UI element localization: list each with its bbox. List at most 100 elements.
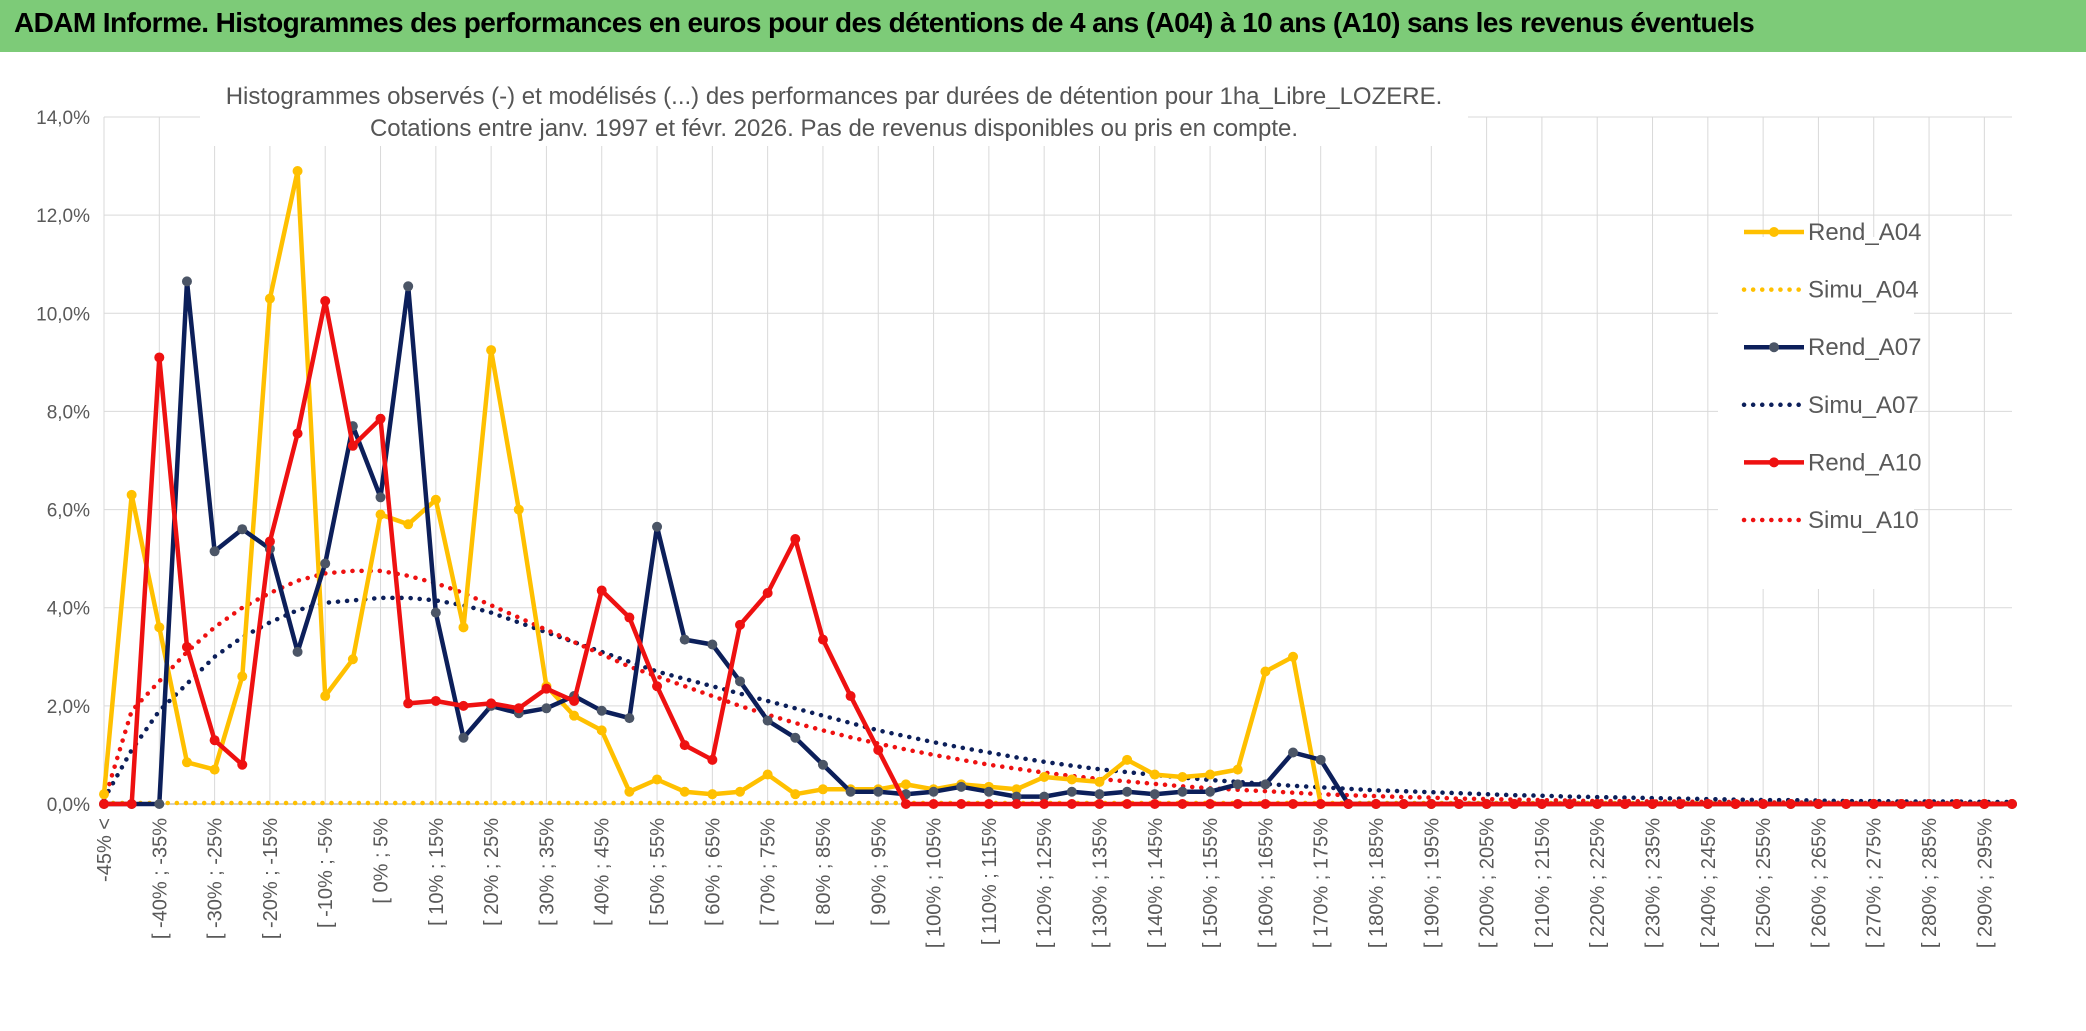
data-point-rend-a04 <box>735 786 745 797</box>
data-point-rend-a04 <box>1205 769 1216 780</box>
data-point-rend-a04 <box>1149 769 1160 780</box>
data-point-rend-a04 <box>596 725 607 736</box>
data-point-rend-a10 <box>873 745 884 756</box>
data-point-rend-a07 <box>596 705 607 716</box>
data-point-rend-a04 <box>458 622 469 633</box>
data-point-rend-a10 <box>1619 799 1630 809</box>
data-point-rend-a04 <box>486 345 497 356</box>
data-point-rend-a10 <box>707 754 718 765</box>
x-tick-label: [ 60% ; 65% <box>702 818 724 926</box>
data-point-rend-a10 <box>1177 799 1188 809</box>
data-point-rend-a10 <box>900 799 911 809</box>
data-point-rend-a10 <box>1066 799 1077 809</box>
legend-marker <box>1769 227 1779 237</box>
x-tick-label: [ 50% ; 55% <box>647 818 669 926</box>
data-point-rend-a10 <box>1039 799 1050 809</box>
data-point-rend-a07 <box>181 276 192 287</box>
data-point-rend-a07 <box>707 639 718 650</box>
x-tick-label: [ 0% ; 5% <box>371 818 393 904</box>
data-point-rend-a04 <box>1232 764 1243 775</box>
x-tick-label: [ -20% ; -15% <box>260 818 282 939</box>
data-point-rend-a07 <box>1149 789 1160 800</box>
data-point-rend-a10 <box>541 683 552 694</box>
data-point-rend-a10 <box>652 681 663 692</box>
x-tick-label: [ 30% ; 35% <box>536 818 558 926</box>
data-point-rend-a10 <box>1149 799 1160 809</box>
data-point-rend-a04 <box>99 789 109 800</box>
data-point-rend-a07 <box>790 732 801 743</box>
chart-subtitle: Cotations entre janv. 1997 et févr. 2026… <box>370 115 1298 142</box>
chart-svg: 0,0% 2,0% 4,0% 6,0% 8,0% 10,0% 12,0% 14,0% -45%… <box>36 74 2017 948</box>
legend-item-simu-a10: Simu_A10 <box>1741 507 1919 534</box>
data-point-rend-a07 <box>1315 754 1326 765</box>
data-point-rend-a07 <box>430 607 441 618</box>
data-point-rend-a10 <box>790 534 801 545</box>
legend-label: Simu_A10 <box>1808 507 1919 534</box>
data-point-rend-a04 <box>1260 666 1271 677</box>
y-axis: 0,0% 2,0% 4,0% 6,0% 8,0% 10,0% 12,0% 14,0% <box>36 108 90 816</box>
data-point-rend-a10 <box>1453 799 1464 809</box>
data-point-rend-a10 <box>817 634 828 645</box>
data-point-rend-a07 <box>873 786 884 797</box>
data-point-rend-a07 <box>956 781 967 792</box>
data-point-rend-a04 <box>237 671 248 682</box>
data-point-rend-a10 <box>1564 799 1575 809</box>
x-tick-label: [ 180% ; 185% <box>1366 818 1388 948</box>
x-tick-label: [ 150% ; 155% <box>1200 818 1222 948</box>
data-point-rend-a10 <box>264 536 275 547</box>
data-point-rend-a10 <box>762 587 773 598</box>
data-point-rend-a07 <box>541 703 552 714</box>
series-lines <box>99 165 2017 809</box>
x-tick-label: [ 160% ; 165% <box>1255 818 1277 948</box>
x-tick-label: [ 90% ; 95% <box>868 818 890 926</box>
data-point-rend-a04 <box>154 622 165 633</box>
x-axis: -45% < [ -40% ; -35% [ -30% ; -25% [ -20% ;… <box>94 803 2012 948</box>
data-point-rend-a10 <box>1924 799 1935 809</box>
x-tick-label: [ 120% ; 125% <box>1034 818 1056 948</box>
data-point-rend-a04 <box>652 774 663 785</box>
x-tick-label: [ 70% ; 75% <box>758 818 780 926</box>
header-banner: ADAM Informe. Histogrammes des performan… <box>0 0 2086 54</box>
data-point-rend-a10 <box>1868 799 1879 809</box>
data-point-rend-a04 <box>375 509 386 520</box>
x-tick-label: -45% < <box>94 818 116 882</box>
data-point-rend-a10 <box>486 698 497 709</box>
data-point-rend-a10 <box>320 296 331 307</box>
data-point-rend-a04 <box>624 786 635 797</box>
data-point-rend-a10 <box>1426 799 1437 809</box>
data-point-rend-a10 <box>624 612 635 623</box>
data-point-rend-a10 <box>458 700 469 711</box>
data-point-rend-a10 <box>237 759 248 770</box>
legend-item-simu-a07: Simu_A07 <box>1741 392 1919 419</box>
data-point-rend-a07 <box>1094 789 1105 800</box>
data-point-rend-a07 <box>1011 791 1022 802</box>
data-point-rend-a10 <box>154 352 165 363</box>
data-point-rend-a10 <box>1260 799 1271 809</box>
data-point-rend-a10 <box>1288 799 1299 809</box>
data-point-rend-a10 <box>928 799 939 809</box>
data-point-rend-a07 <box>679 634 690 645</box>
data-point-rend-a10 <box>1371 799 1381 809</box>
data-point-rend-a10 <box>1979 799 1990 809</box>
data-point-rend-a04 <box>430 494 441 505</box>
data-point-rend-a10 <box>2007 799 2017 809</box>
legend-item-rend-a07: Rend_A07 <box>1744 334 1921 361</box>
chart-title-block: Histogrammes observés (-) et modélisés (… <box>200 74 1468 146</box>
legend-item-rend-a04: Rend_A04 <box>1744 219 1921 246</box>
x-tick-label: [ 290% ; 295% <box>1974 818 1996 948</box>
data-point-rend-a10 <box>845 691 856 702</box>
data-point-rend-a07 <box>1122 786 1133 797</box>
y-tick-label: 12,0% <box>36 206 90 227</box>
x-tick-label: [ 110% ; 115% <box>979 818 1001 945</box>
series-simu-a07 <box>101 595 2015 805</box>
x-tick-label: [ -30% ; -25% <box>205 818 227 939</box>
data-point-rend-a10 <box>99 799 109 809</box>
series-simu-a10 <box>101 568 2015 806</box>
data-point-rend-a10 <box>1896 799 1907 809</box>
data-point-rend-a07 <box>735 676 745 687</box>
chart-area: 0,0% 2,0% 4,0% 6,0% 8,0% 10,0% 12,0% 14,0% -45%… <box>0 52 2086 1031</box>
legend-label: Rend_A07 <box>1808 334 1921 361</box>
data-point-rend-a07 <box>458 732 469 743</box>
data-point-rend-a04 <box>707 789 718 800</box>
data-point-rend-a07 <box>817 759 828 770</box>
